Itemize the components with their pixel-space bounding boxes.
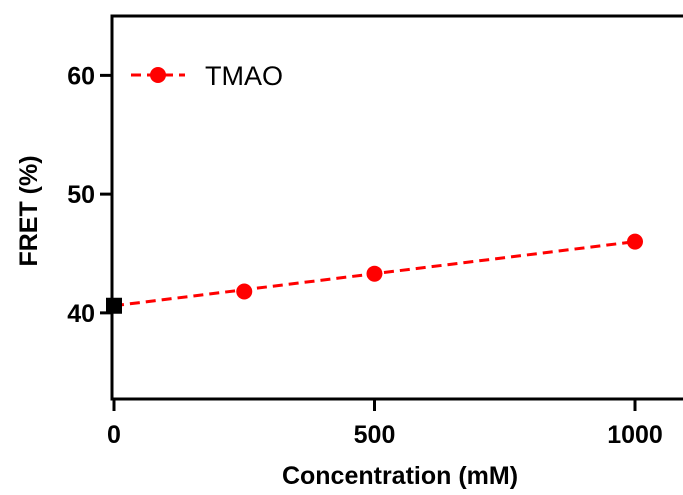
axes: [110, 14, 683, 401]
x-tick-label: 1000: [607, 421, 663, 449]
y-tick-label: 60: [67, 62, 95, 90]
legend-marker: [150, 67, 166, 83]
data-marks: [106, 233, 643, 314]
y-tick-label: 40: [67, 300, 95, 328]
x-tick-label: 0: [107, 421, 121, 449]
data-point: [366, 265, 383, 282]
data-point: [236, 283, 253, 300]
y-tick-label: 50: [67, 181, 95, 209]
data-point-square: [106, 297, 122, 314]
ticks: 0 500 1000 40 50 60: [67, 62, 663, 449]
y-axis-label: FRET (%): [15, 155, 43, 266]
x-axis-label: Concentration (mM): [282, 462, 518, 490]
x-tick-label: 500: [354, 421, 396, 449]
legend-label: TMAO: [205, 61, 283, 91]
data-point: [627, 233, 643, 250]
legend: TMAO: [131, 61, 283, 91]
